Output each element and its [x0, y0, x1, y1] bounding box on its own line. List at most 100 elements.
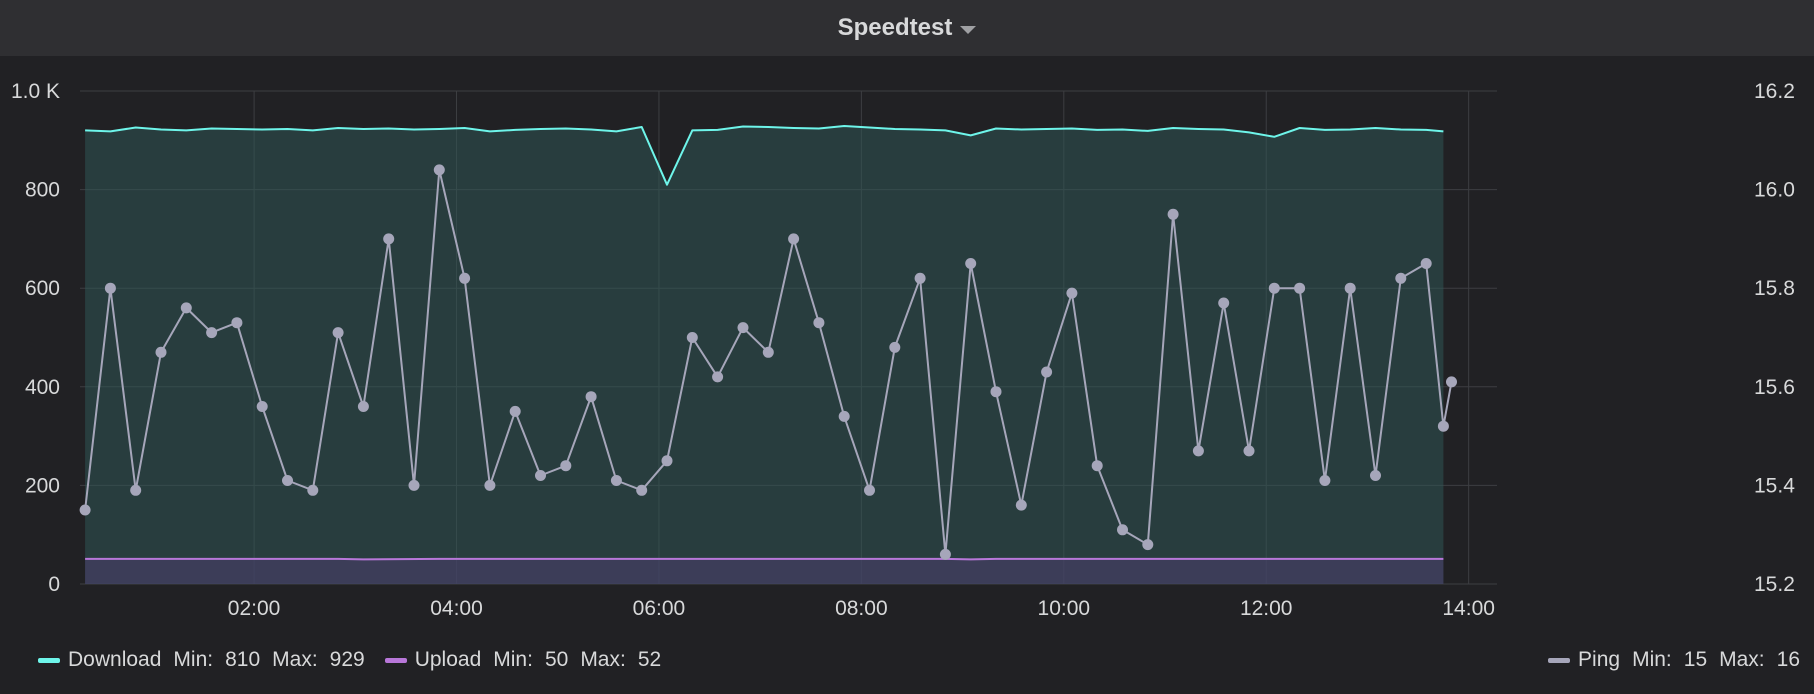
legend-max-value: 52	[637, 648, 662, 671]
speedtest-chart: 0 200 400 600 800 1.0 K 15.2 15.4 15.6 15.8 16.0 16…	[11, 80, 1795, 620]
data-point-ping	[332, 327, 344, 339]
right-axis-tick: 15.6	[1754, 376, 1795, 399]
series-area-upload	[85, 558, 1444, 584]
data-point-ping	[737, 322, 749, 334]
legend-min-value: 810	[225, 648, 261, 671]
legend-min-value: 15	[1683, 648, 1708, 671]
data-point-ping	[509, 405, 521, 417]
data-point-ping	[686, 332, 698, 343]
data-point-ping	[1117, 524, 1128, 536]
x-axis-tick: 14:00	[1442, 597, 1495, 620]
data-point-ping	[889, 341, 901, 353]
data-point-ping	[180, 302, 192, 314]
left-axis-tick: 800	[25, 179, 60, 202]
data-point-ping	[130, 484, 142, 496]
legend-min-label: Min:	[493, 648, 533, 671]
data-point-ping	[433, 164, 445, 176]
left-axis-tick: 1.0 K	[11, 80, 60, 103]
data-point-ping	[965, 258, 977, 269]
data-point-ping	[1091, 460, 1103, 472]
panel-title: Speedtest	[837, 14, 953, 41]
legend-min-label: Min:	[1632, 648, 1672, 671]
data-point-ping	[1066, 287, 1078, 299]
x-axis-tick: 02:00	[228, 597, 281, 620]
legend-max-value: 929	[329, 648, 365, 671]
data-point-ping	[535, 470, 546, 481]
data-point-ping	[914, 272, 926, 284]
left-axis-tick: 200	[25, 474, 60, 497]
data-point-ping	[1268, 282, 1280, 294]
legend-max-value: 16	[1776, 648, 1800, 671]
data-point-ping	[1243, 445, 1255, 457]
data-point-ping	[788, 233, 800, 245]
legend-item-upload[interactable]: Upload Min: 50 Max: 52	[384, 648, 662, 672]
data-point-ping	[636, 484, 648, 496]
data-point-ping	[762, 346, 774, 358]
legend-swatch-ping	[1548, 657, 1571, 663]
data-point-ping	[79, 504, 91, 516]
legend-name: Upload	[414, 648, 482, 671]
data-point-ping	[1395, 272, 1407, 284]
right-axis-tick: 15.8	[1754, 277, 1795, 300]
data-point-ping	[1142, 539, 1154, 551]
right-axis-tick: 16.2	[1754, 80, 1795, 103]
series-line-download	[85, 125, 1444, 186]
data-point-ping	[585, 391, 597, 403]
left-axis-tick: 600	[25, 277, 60, 300]
data-point-ping	[408, 479, 420, 491]
data-point-ping	[661, 455, 673, 467]
data-point-ping	[1218, 297, 1230, 309]
data-point-ping	[1344, 282, 1356, 294]
data-point-ping	[864, 484, 875, 496]
x-axis-tick: 04:00	[430, 597, 483, 620]
panel-header: Speedtest	[0, 0, 1814, 56]
data-point-ping	[231, 317, 243, 329]
data-point-ping	[459, 272, 471, 284]
right-axis-tick: 15.4	[1754, 474, 1795, 497]
panel-title-menu[interactable]: Speedtest	[838, 14, 977, 42]
data-point-ping	[1319, 475, 1331, 486]
data-point-ping	[1041, 366, 1053, 378]
data-point-ping	[939, 548, 951, 560]
data-point-ping	[1437, 420, 1449, 432]
data-point-ping	[484, 479, 496, 491]
legend-swatch-upload	[384, 657, 407, 663]
data-point-ping	[383, 233, 395, 245]
data-point-ping	[155, 346, 167, 358]
data-point-ping	[610, 475, 622, 486]
data-point-ping	[813, 317, 825, 329]
data-point-ping	[1015, 499, 1027, 511]
data-point-ping	[282, 475, 293, 486]
data-point-ping	[712, 371, 724, 383]
legend-max-label: Max:	[1719, 648, 1765, 671]
legend-right: Ping Min: 15 Max: 16	[1548, 648, 1800, 672]
legend-min-label: Min:	[173, 648, 214, 671]
data-point-ping	[104, 282, 116, 294]
data-point-ping	[357, 401, 369, 412]
x-axis-tick: 10:00	[1038, 597, 1091, 620]
left-axis-tick: 0	[48, 573, 60, 596]
data-point-ping	[1192, 445, 1204, 457]
legend-name: Ping	[1578, 648, 1621, 671]
data-point-ping	[307, 484, 319, 496]
data-point-ping	[1420, 258, 1432, 269]
data-point-ping	[1167, 208, 1179, 220]
data-point-ping	[838, 410, 850, 422]
x-axis-tick: 06:00	[633, 597, 686, 620]
legend-item-ping[interactable]: Ping Min: 15 Max: 16	[1548, 648, 1800, 672]
data-point-ping	[1370, 470, 1381, 481]
legend-max-label: Max:	[580, 648, 626, 671]
legend-swatch-download	[38, 657, 60, 663]
data-point-ping	[1294, 282, 1306, 294]
legend: Download Min: 810 Max: 929 Upload Min: 5…	[0, 648, 1814, 680]
legend-item-download[interactable]: Download Min: 810 Max: 929	[38, 648, 365, 672]
right-axis-tick: 15.2	[1754, 573, 1795, 596]
data-point-ping	[256, 401, 268, 412]
right-axis-tick: 16.0	[1754, 179, 1795, 202]
legend-left: Download Min: 810 Max: 929 Upload Min: 5…	[38, 648, 661, 672]
data-point-ping	[1446, 376, 1457, 388]
series-line-ping	[84, 168, 1453, 556]
x-axis-tick: 12:00	[1240, 597, 1293, 620]
left-axis-tick: 400	[25, 376, 60, 399]
